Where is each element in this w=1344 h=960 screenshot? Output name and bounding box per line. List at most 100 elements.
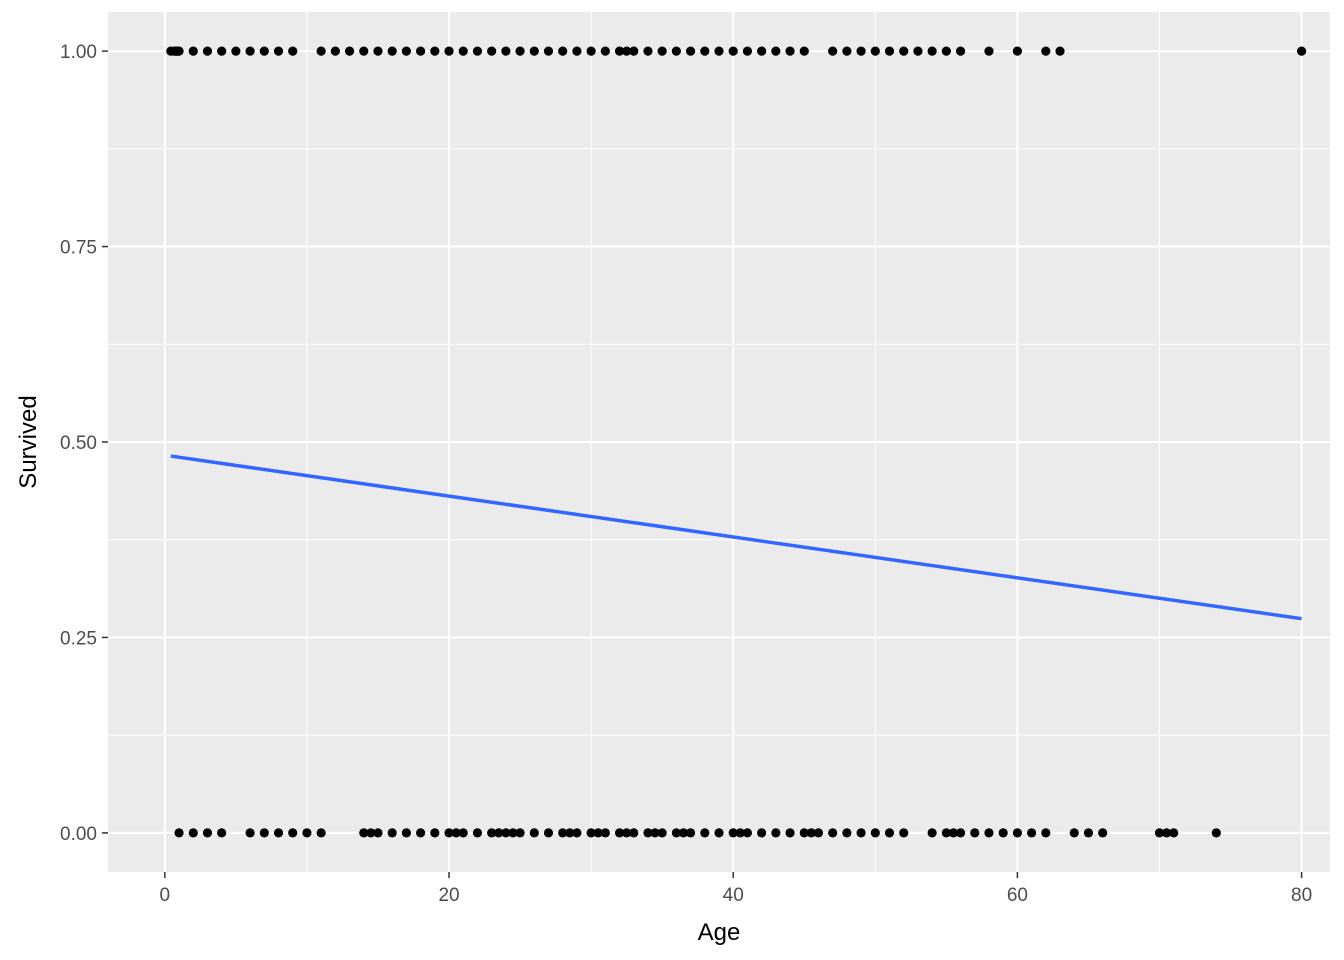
data-point bbox=[259, 46, 269, 56]
data-point bbox=[558, 46, 568, 56]
data-point bbox=[1154, 828, 1165, 838]
data-point bbox=[586, 46, 596, 56]
data-point bbox=[657, 46, 667, 56]
data-point bbox=[444, 46, 454, 56]
data-point bbox=[671, 828, 681, 838]
data-point bbox=[344, 46, 355, 56]
y-axis-title: Survived bbox=[15, 395, 42, 488]
major-gridlines bbox=[108, 12, 1330, 872]
data-point bbox=[494, 828, 504, 838]
data-point bbox=[1296, 46, 1307, 56]
data-point bbox=[430, 46, 440, 56]
data-points bbox=[166, 46, 1307, 838]
data-point bbox=[1083, 828, 1094, 838]
data-point bbox=[955, 46, 966, 56]
data-point bbox=[458, 46, 468, 56]
data-point bbox=[1041, 828, 1051, 838]
data-point bbox=[1161, 828, 1172, 838]
data-point bbox=[884, 46, 895, 56]
data-point bbox=[1012, 46, 1022, 56]
data-point bbox=[529, 828, 539, 838]
data-point bbox=[970, 828, 980, 838]
data-point bbox=[387, 46, 397, 56]
data-point bbox=[558, 828, 568, 838]
data-point bbox=[259, 828, 269, 838]
data-point bbox=[572, 828, 582, 838]
data-point bbox=[941, 46, 951, 56]
data-point bbox=[515, 828, 525, 838]
data-point bbox=[501, 46, 511, 56]
data-point bbox=[508, 828, 518, 838]
data-point bbox=[565, 828, 575, 838]
data-point bbox=[1055, 46, 1065, 56]
data-point bbox=[714, 46, 724, 56]
data-point bbox=[870, 46, 880, 56]
data-point bbox=[629, 46, 639, 56]
data-point bbox=[572, 46, 582, 56]
data-point bbox=[543, 828, 554, 838]
data-point bbox=[600, 828, 610, 838]
data-point bbox=[799, 46, 809, 56]
data-point bbox=[1169, 828, 1179, 838]
x-tick-label: 0 bbox=[160, 885, 171, 906]
data-point bbox=[614, 46, 625, 56]
data-point bbox=[984, 46, 994, 56]
data-point bbox=[870, 828, 880, 838]
x-tick-label: 60 bbox=[1007, 885, 1028, 906]
data-point bbox=[685, 46, 696, 56]
data-point bbox=[600, 46, 610, 56]
x-tick-label: 20 bbox=[438, 885, 459, 906]
y-tick-label: 0.50 bbox=[60, 433, 97, 454]
data-point bbox=[842, 828, 852, 838]
data-point bbox=[771, 828, 781, 838]
data-point bbox=[856, 46, 866, 56]
data-point bbox=[316, 46, 326, 56]
fit-line bbox=[170, 454, 1302, 621]
data-point bbox=[884, 828, 895, 838]
data-point bbox=[828, 46, 838, 56]
y-tick-label: 0.00 bbox=[60, 824, 97, 845]
x-tick-label: 80 bbox=[1291, 885, 1312, 906]
data-point bbox=[487, 46, 497, 56]
data-point bbox=[288, 828, 298, 838]
data-point bbox=[757, 828, 767, 838]
y-tick-label: 1.00 bbox=[60, 42, 97, 63]
data-point bbox=[700, 46, 710, 56]
data-point bbox=[359, 46, 369, 56]
data-point bbox=[785, 46, 795, 56]
data-point bbox=[806, 828, 816, 838]
data-point bbox=[515, 46, 525, 56]
data-point bbox=[273, 46, 284, 56]
data-point bbox=[472, 828, 483, 838]
data-point bbox=[813, 828, 824, 838]
data-point bbox=[188, 46, 198, 56]
data-point bbox=[622, 828, 632, 838]
data-point bbox=[1027, 828, 1037, 838]
data-point bbox=[529, 46, 539, 56]
data-point bbox=[1098, 828, 1108, 838]
data-point bbox=[458, 828, 468, 838]
data-point bbox=[614, 828, 625, 838]
data-point bbox=[828, 828, 838, 838]
data-point bbox=[174, 828, 184, 838]
data-point bbox=[757, 46, 767, 56]
data-point bbox=[401, 828, 411, 838]
data-point bbox=[188, 828, 198, 838]
data-point bbox=[373, 828, 383, 838]
data-point bbox=[451, 828, 461, 838]
data-point bbox=[643, 828, 653, 838]
data-point bbox=[202, 46, 213, 56]
data-point bbox=[856, 828, 866, 838]
data-point bbox=[700, 828, 710, 838]
data-point bbox=[487, 828, 497, 838]
data-point bbox=[231, 46, 241, 56]
data-point bbox=[373, 46, 383, 56]
data-point bbox=[444, 828, 454, 838]
data-point bbox=[359, 828, 369, 838]
data-point bbox=[1069, 828, 1079, 838]
data-point bbox=[785, 828, 795, 838]
data-point bbox=[671, 46, 681, 56]
data-point bbox=[927, 46, 937, 56]
data-point bbox=[366, 828, 376, 838]
